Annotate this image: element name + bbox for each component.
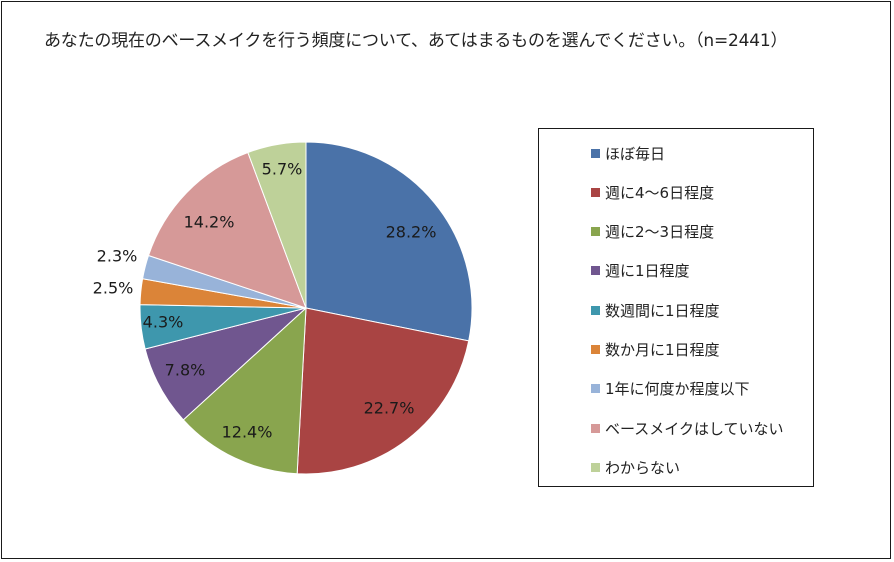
legend-item: ベースメイクはしていない [591,418,784,438]
legend-swatch [591,423,600,433]
legend-item: 週に4～6日程度 [591,182,714,202]
pie-slice [147,151,307,309]
legend-swatch [591,148,600,158]
legend-label: 数か月に1日程度 [605,341,720,359]
slice-value-label: 28.2% [386,223,437,242]
slice-value-label: 22.7% [364,399,415,418]
slice-value-label: 7.8% [165,361,206,380]
pie-slice [305,141,473,342]
legend-label: 週に4～6日程度 [605,183,715,202]
slice-value-label: 5.7% [262,160,303,179]
legend-swatch [591,187,600,197]
chart-legend: ほぼ毎日週に4～6日程度 週に2～3日程度 週に1日程度数週間に1日程度 数か月に1日… [538,128,814,487]
legend-label: 1年に何度か程度以下 [605,380,750,399]
legend-label: 週に2～3日程度 [605,223,715,242]
slice-value-label: 14.2% [184,213,235,232]
legend-swatch [591,384,600,394]
legend-item: 週に2～3日程度 [591,222,714,242]
legend-swatch [591,266,600,276]
slice-value-label: 12.4% [222,423,273,442]
legend-label: ベースメイクはしていない [605,419,784,438]
legend-item: ほぼ毎日 [591,143,665,163]
legend-label: ほぼ毎日 [605,144,666,163]
legend-item: 週に1日程度 [591,261,690,281]
pie-slice [296,307,470,475]
legend-label: わからない [605,458,681,477]
pie-slice [182,306,307,475]
legend-swatch [591,305,600,315]
pie-slice [247,141,307,309]
legend-swatch [591,345,600,354]
legend-item: 1年に何度か程度以下 [591,379,750,399]
chart-title: あなたの現在のベースメイクを行う頻度について、あてはまるものを選んでください。（… [44,31,788,51]
legend-label: 数週間に1日程度 [605,301,720,320]
legend-item: 数か月に1日程度 [591,340,720,360]
legend-item: わからない [591,457,680,477]
legend-swatch [591,227,600,237]
legend-label: 週に1日程度 [605,262,690,281]
legend-item: 数週間に1日程度 [591,300,720,320]
slice-value-label: 2.5% [93,279,134,298]
slice-value-label: 4.3% [143,313,184,332]
legend-swatch [591,462,600,472]
slice-value-label: 2.3% [97,247,138,266]
